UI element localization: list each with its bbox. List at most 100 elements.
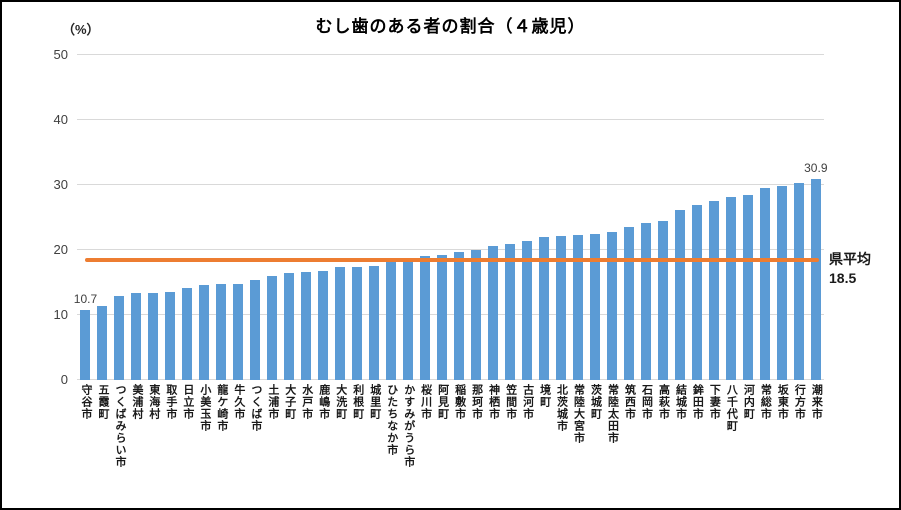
x-label-column: つくば市 <box>247 384 264 432</box>
bar-column <box>739 55 756 380</box>
y-tick-label: 50 <box>53 47 68 62</box>
data-label: 30.9 <box>804 161 828 176</box>
bar <box>657 220 668 380</box>
bar <box>590 233 601 380</box>
bar-column <box>434 55 451 380</box>
x-label-column: 水戸市 <box>298 384 315 420</box>
x-label-column: 高萩市 <box>654 384 671 420</box>
x-label: 日立市 <box>181 384 194 420</box>
gridline <box>77 314 824 315</box>
bar-column <box>519 55 536 380</box>
x-label-column: ひたちなか市 <box>383 384 400 456</box>
bar <box>165 292 176 380</box>
x-label-column: 龍ケ崎市 <box>213 384 230 432</box>
x-label: 牛久市 <box>232 384 245 420</box>
y-tick-label: 0 <box>60 372 68 387</box>
bar-column <box>604 55 621 380</box>
bar <box>301 272 312 380</box>
x-label: 高萩市 <box>657 384 670 420</box>
bar <box>182 288 193 380</box>
x-label: 結城市 <box>674 384 687 420</box>
bar <box>233 283 244 380</box>
x-label-column: 鹿嶋市 <box>315 384 332 420</box>
bar-column <box>654 55 671 380</box>
x-label-column: 日立市 <box>179 384 196 420</box>
x-label-column: 茨城町 <box>587 384 604 420</box>
x-label: 五霞町 <box>96 384 109 420</box>
bar-column <box>145 55 162 380</box>
x-label: つくばみらい市 <box>113 384 126 468</box>
bar <box>454 251 465 380</box>
x-label: 神栖市 <box>487 384 500 420</box>
bar <box>725 196 736 380</box>
x-label: 龍ケ崎市 <box>215 384 228 432</box>
x-label-column: 取手市 <box>162 384 179 420</box>
x-label: 古河市 <box>521 384 534 420</box>
x-label: 河内町 <box>742 384 755 420</box>
x-label: 笠間市 <box>504 384 517 420</box>
x-label-column: 守谷市 <box>77 384 94 420</box>
x-label-column: 利根町 <box>349 384 366 420</box>
bar-column <box>468 55 485 380</box>
bar-column <box>213 55 230 380</box>
bar <box>386 261 397 380</box>
x-label-column: 八千代町 <box>722 384 739 432</box>
bar <box>674 210 685 380</box>
bar <box>471 250 482 380</box>
x-label-column: 東海村 <box>145 384 162 420</box>
bar <box>250 279 261 380</box>
bar <box>539 237 550 380</box>
y-tick-label: 10 <box>53 307 68 322</box>
x-label: 利根町 <box>351 384 364 420</box>
bar-column <box>247 55 264 380</box>
bar <box>335 266 346 380</box>
x-label-column: 土浦市 <box>264 384 281 420</box>
x-label-column: 境町 <box>536 384 553 408</box>
x-label-column: 結城市 <box>671 384 688 420</box>
bar-column <box>298 55 315 380</box>
x-label-column: かすみがうら市 <box>400 384 417 468</box>
y-tick-label: 40 <box>53 112 68 127</box>
bar <box>369 265 380 380</box>
x-label-column: 常陸大宮市 <box>570 384 587 444</box>
x-label-column: 大洗町 <box>332 384 349 420</box>
x-label: 坂東市 <box>776 384 789 420</box>
gridline <box>77 54 824 55</box>
bar <box>522 240 533 380</box>
bar <box>199 285 210 380</box>
x-label: 大子町 <box>283 384 296 420</box>
x-label-column: 那珂市 <box>468 384 485 420</box>
bar-column <box>179 55 196 380</box>
x-label-column: 桜川市 <box>417 384 434 420</box>
bar <box>80 310 91 380</box>
plot-area: 10.7 30.9 <box>74 54 828 380</box>
bar <box>640 222 651 380</box>
x-label: 桜川市 <box>419 384 432 420</box>
x-label-column: 北茨城市 <box>553 384 570 432</box>
reference-line-annotation: 県平均 18.5 <box>829 250 871 288</box>
x-label: 茨城町 <box>589 384 602 420</box>
x-label: 美浦村 <box>130 384 143 420</box>
x-label: 取手市 <box>164 384 177 420</box>
x-label-column: つくばみらい市 <box>111 384 128 468</box>
x-label-column: 笠間市 <box>502 384 519 420</box>
x-label-column: 阿見町 <box>434 384 451 420</box>
x-label-column: 行方市 <box>790 384 807 420</box>
x-label: 下妻市 <box>708 384 721 420</box>
x-label: ひたちなか市 <box>385 384 398 456</box>
bar <box>114 295 125 380</box>
x-label: 守谷市 <box>79 384 92 420</box>
bar <box>437 255 448 380</box>
x-label: 鉾田市 <box>691 384 704 420</box>
bar-column <box>281 55 298 380</box>
x-label-column: 常総市 <box>756 384 773 420</box>
x-label: つくば市 <box>249 384 262 432</box>
bar-column <box>536 55 553 380</box>
bar-column: 30.9 <box>804 55 828 380</box>
bar <box>318 271 329 380</box>
x-label: 潮来市 <box>810 384 823 420</box>
bar <box>607 231 617 380</box>
x-label-column: 常陸太田市 <box>604 384 621 444</box>
bar <box>691 204 702 380</box>
